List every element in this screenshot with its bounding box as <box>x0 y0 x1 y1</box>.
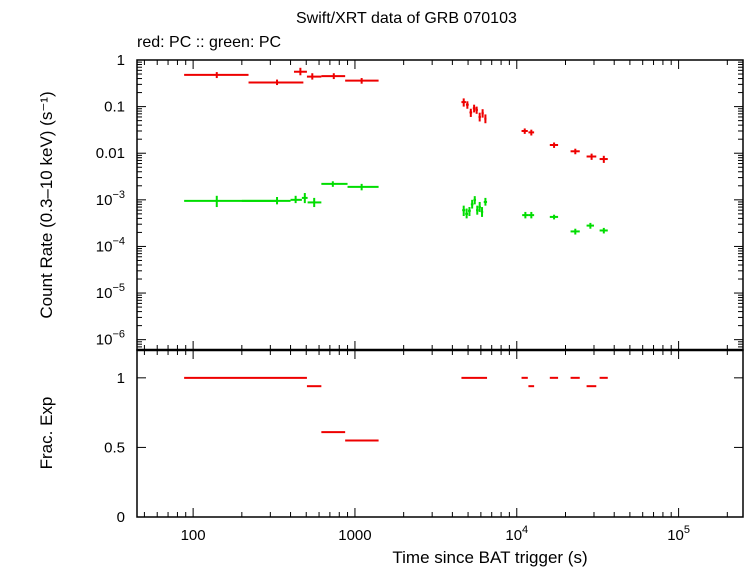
green-data-point <box>321 181 348 187</box>
green-data-point <box>586 222 594 229</box>
red-data-point <box>478 112 481 122</box>
y-axis-title-frac-exp: Frac. Exp <box>37 397 56 470</box>
red-data-point <box>528 129 535 136</box>
red-data-point <box>306 73 322 80</box>
x-tick-label: 1000 <box>338 527 371 544</box>
x-tick-label: 104 <box>505 524 528 544</box>
red-data-point <box>481 109 484 118</box>
red-data-point <box>293 67 307 76</box>
red-data-point <box>461 98 466 107</box>
green-data-point <box>549 214 559 220</box>
y-tick-label: 10−3 <box>96 189 125 209</box>
red-data-point <box>469 108 473 117</box>
count-rate-panel-frame <box>136 59 744 351</box>
y-tick-label: 1 <box>117 52 125 69</box>
green-data-point <box>290 195 302 204</box>
red-data-point <box>484 114 487 124</box>
red-data-point <box>475 106 478 114</box>
green-data-point <box>599 227 608 234</box>
red-data-point <box>472 104 476 113</box>
x-tick-label: 105 <box>667 524 690 544</box>
green-data-point <box>528 211 535 219</box>
red-data-point <box>549 142 559 148</box>
y-tick-label: 0.01 <box>96 145 125 162</box>
y-tick-label: 0 <box>117 509 125 526</box>
green-data-point <box>478 201 481 212</box>
y-tick-label: 10−4 <box>96 235 125 255</box>
chart-subtitle: red: PC :: green: PC <box>137 34 282 51</box>
green-data-point <box>473 196 477 205</box>
green-data-point <box>522 211 529 219</box>
red-data-point <box>345 78 379 84</box>
x-tick-label: 100 <box>181 527 206 544</box>
green-data-point <box>468 207 471 216</box>
red-data-point <box>321 73 346 80</box>
green-data-point <box>347 183 379 191</box>
green-data-point <box>483 197 488 206</box>
red-data-point <box>184 72 249 79</box>
red-data-point <box>248 79 304 86</box>
green-data-point <box>301 193 308 204</box>
y-tick-label: 0.5 <box>104 439 125 456</box>
green-data-point <box>462 205 466 216</box>
green-data-point <box>570 228 580 235</box>
red-data-point <box>599 155 608 163</box>
green-data-point <box>307 197 322 208</box>
y-axis-title-count-rate: Count Rate (0.3–10 keV) (s⁻¹) <box>37 91 56 318</box>
green-data-point <box>465 208 469 219</box>
red-data-point <box>465 101 469 109</box>
green-data-point <box>241 197 291 205</box>
x-axis-title: Time since BAT trigger (s) <box>392 548 587 567</box>
red-data-point <box>586 153 597 160</box>
green-data-point <box>476 205 479 215</box>
green-data-point <box>470 199 474 209</box>
red-data-point <box>570 148 580 155</box>
chart-title: Swift/XRT data of GRB 070103 <box>296 10 517 27</box>
y-tick-label: 10−6 <box>96 329 125 349</box>
y-tick-label: 0.1 <box>104 99 125 116</box>
green-data-point <box>480 207 484 217</box>
y-tick-label: 10−5 <box>96 282 125 302</box>
frac-exp-panel-frame <box>136 349 744 518</box>
y-tick-label: 1 <box>117 370 125 387</box>
red-data-point <box>521 128 528 134</box>
